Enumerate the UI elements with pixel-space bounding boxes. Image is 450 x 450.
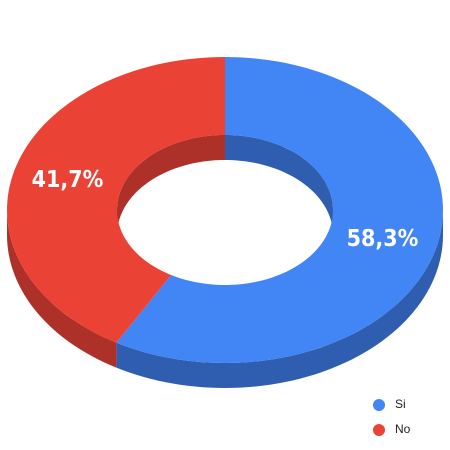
slices [7, 57, 444, 363]
inner-wall [225, 135, 333, 235]
slice [7, 57, 225, 343]
legend-marker [373, 424, 385, 436]
walls [7, 135, 444, 388]
outer-wall [116, 210, 444, 388]
inner-wall [117, 135, 225, 235]
labels: 58,3% 41,7% [32, 167, 419, 252]
legend: Si No [373, 397, 411, 436]
legend-label: No [395, 422, 411, 436]
outer-wall [7, 210, 117, 368]
value-label: 58,3% [347, 226, 419, 252]
slice [116, 57, 444, 363]
legend-label: Si [395, 397, 406, 411]
value-label: 41,7% [32, 167, 104, 193]
legend-marker [373, 399, 385, 411]
